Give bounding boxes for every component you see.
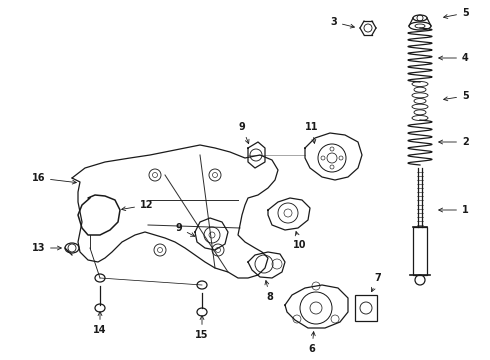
Text: 16: 16 [31, 173, 76, 184]
Text: 8: 8 [265, 280, 273, 302]
FancyBboxPatch shape [413, 227, 427, 275]
Text: 7: 7 [371, 273, 381, 292]
Text: 12: 12 [122, 200, 153, 211]
Text: 2: 2 [439, 137, 469, 147]
Text: 1: 1 [439, 205, 469, 215]
Text: 13: 13 [31, 243, 61, 253]
Text: 14: 14 [93, 312, 107, 335]
Text: 9: 9 [175, 223, 195, 236]
Text: 5: 5 [443, 91, 469, 101]
FancyBboxPatch shape [355, 295, 377, 321]
Text: 11: 11 [305, 122, 319, 143]
Text: 10: 10 [293, 231, 307, 250]
Text: 4: 4 [439, 53, 469, 63]
Text: 9: 9 [239, 122, 249, 144]
Text: 3: 3 [330, 17, 354, 28]
Text: 6: 6 [309, 332, 316, 354]
Text: 15: 15 [195, 316, 209, 340]
Text: 5: 5 [443, 8, 469, 18]
